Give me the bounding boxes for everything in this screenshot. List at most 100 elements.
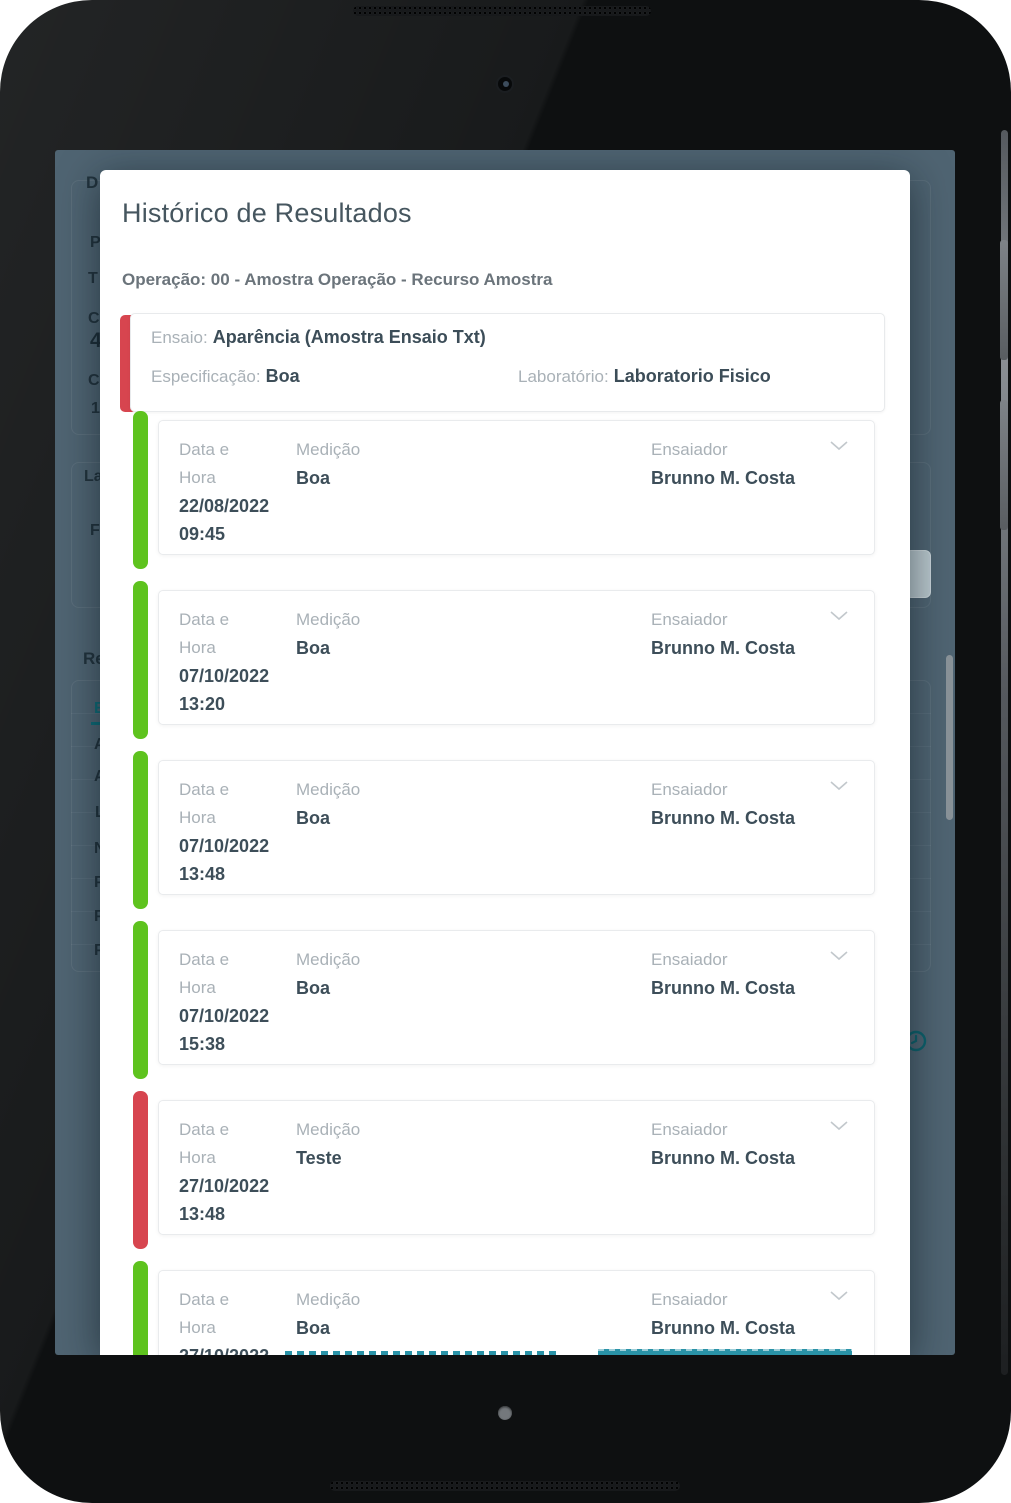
result-card[interactable]: Data e Hora 07/10/2022 13:48 Medição Boa…: [100, 751, 910, 921]
result-card-body: Data e Hora 27/10/2022 Medição Boa Ensai…: [158, 1270, 875, 1355]
status-bar: [133, 1091, 148, 1249]
medicao-value: Teste: [296, 1148, 342, 1168]
result-date: 07/10/2022: [179, 666, 270, 686]
bg-text-fragment: L: [95, 804, 105, 822]
data-hora-label: Data e Hora: [179, 1120, 230, 1167]
medicao-value: Boa: [296, 1318, 331, 1338]
status-bar: [133, 1261, 148, 1355]
result-card[interactable]: Data e Hora 27/10/2022 Medição Boa Ensai…: [100, 1261, 910, 1355]
status-bar: [133, 411, 148, 569]
result-time: 15:38: [179, 1034, 226, 1054]
result-time: 13:48: [179, 864, 226, 884]
camera-lens: [503, 81, 509, 87]
data-hora-label: Data e Hora: [179, 780, 230, 827]
clipped-teal-element: [285, 1351, 560, 1355]
result-date: 07/10/2022: [179, 836, 270, 856]
chevron-down-icon[interactable]: [830, 951, 848, 961]
ensaiador-label: Ensaiador: [651, 440, 728, 459]
bg-text-fragment: D: [86, 173, 99, 192]
result-card-body: Data e Hora 22/08/2022 09:45 Medição Boa…: [158, 420, 875, 555]
screen: D P T C 4 C 1 La F Re E A A L N P P P: [55, 150, 955, 1355]
especificacao-label: Especificação:: [151, 367, 261, 386]
ensaiador-label: Ensaiador: [651, 1120, 728, 1139]
bg-text-fragment: Re: [83, 649, 105, 668]
ensaiador-label: Ensaiador: [651, 610, 728, 629]
chevron-down-icon[interactable]: [830, 1121, 848, 1131]
chevron-down-icon[interactable]: [830, 611, 848, 621]
clipped-teal-button[interactable]: [598, 1349, 852, 1355]
volume-down-button: [1000, 400, 1008, 530]
result-date: 07/10/2022: [179, 1006, 270, 1026]
ensaio-label: Ensaio:: [151, 328, 208, 347]
front-camera: [496, 75, 514, 93]
bg-text-fragment: F: [90, 522, 100, 539]
result-card-body: Data e Hora 27/10/2022 13:48 Medição Tes…: [158, 1100, 875, 1235]
result-time: 09:45: [179, 524, 226, 544]
result-card[interactable]: Data e Hora 07/10/2022 15:38 Medição Boa…: [100, 921, 910, 1091]
bg-tab-fragment: E: [94, 700, 105, 718]
scrollbar[interactable]: [946, 655, 953, 820]
ensaiador-value: Brunno M. Costa: [651, 1318, 795, 1338]
ensaiador-label: Ensaiador: [651, 950, 728, 969]
ensaiador-label: Ensaiador: [651, 780, 728, 799]
chevron-down-icon[interactable]: [830, 781, 848, 791]
chevron-down-icon[interactable]: [830, 441, 848, 451]
result-card-body: Data e Hora 07/10/2022 13:20 Medição Boa…: [158, 590, 875, 725]
speaker-grille-top: [353, 6, 651, 16]
ensaiador-value: Brunno M. Costa: [651, 808, 795, 828]
medicao-value: Boa: [296, 638, 331, 658]
medicao-label: Medição: [296, 1120, 361, 1139]
bg-text-fragment: C: [88, 372, 100, 389]
volume-up-button: [1000, 240, 1008, 360]
bg-text-fragment: C: [88, 310, 100, 327]
ensaio-card-body: Ensaio: Aparência (Amostra Ensaio Txt) E…: [130, 313, 885, 412]
medicao-label: Medição: [296, 950, 361, 969]
laboratorio-label: Laboratório:: [518, 367, 609, 386]
bg-text-fragment: A: [94, 768, 106, 786]
ensaiador-value: Brunno M. Costa: [651, 1148, 795, 1168]
result-card[interactable]: Data e Hora 22/08/2022 09:45 Medição Boa…: [100, 411, 910, 581]
bg-text-fragment: 1: [91, 400, 100, 417]
especificacao-value: Boa: [265, 366, 300, 386]
medicao-label: Medição: [296, 440, 361, 459]
status-bar: [133, 751, 148, 909]
medicao-label: Medição: [296, 1290, 361, 1309]
result-card[interactable]: Data e Hora 07/10/2022 13:20 Medição Boa…: [100, 581, 910, 751]
result-card[interactable]: Data e Hora 27/10/2022 13:48 Medição Tes…: [100, 1091, 910, 1261]
home-mic-dot: [498, 1406, 512, 1420]
bg-text-fragment: P: [94, 874, 105, 892]
bg-text-fragment: P: [94, 908, 105, 926]
result-date: 27/10/2022: [179, 1176, 270, 1196]
bg-text-fragment: La: [84, 468, 103, 485]
bg-text-fragment: P: [94, 942, 105, 960]
data-hora-label: Data e Hora: [179, 1290, 230, 1337]
medicao-value: Boa: [296, 978, 331, 998]
bg-text-fragment: P: [90, 234, 101, 251]
historico-de-resultados-modal: Histórico de Resultados Operação: 00 - A…: [100, 170, 910, 1355]
bg-text-fragment: A: [94, 736, 106, 754]
result-card-body: Data e Hora 07/10/2022 15:38 Medição Boa…: [158, 930, 875, 1065]
bg-text-fragment: N: [94, 840, 106, 858]
result-time: 13:20: [179, 694, 226, 714]
modal-title: Histórico de Resultados: [122, 198, 412, 228]
data-hora-label: Data e Hora: [179, 610, 230, 657]
medicao-value: Boa: [296, 808, 331, 828]
side-rail: [1001, 130, 1008, 1375]
medicao-label: Medição: [296, 610, 361, 629]
data-hora-label: Data e Hora: [179, 440, 230, 487]
bg-text-fragment: 4: [90, 329, 102, 352]
medicao-label: Medição: [296, 780, 361, 799]
laboratorio-value: Laboratorio Fisico: [613, 366, 771, 386]
ensaio-summary-card: Ensaio: Aparência (Amostra Ensaio Txt) E…: [120, 313, 885, 413]
result-time: 13:48: [179, 1204, 226, 1224]
operation-line: Operação: 00 - Amostra Operação - Recurs…: [122, 270, 553, 289]
chevron-down-icon[interactable]: [830, 1291, 848, 1301]
ensaiador-value: Brunno M. Costa: [651, 638, 795, 658]
status-bar: [133, 581, 148, 739]
speaker-grille-bottom: [330, 1481, 680, 1491]
result-date: 22/08/2022: [179, 496, 270, 516]
status-bar: [133, 921, 148, 1079]
bg-text-fragment: T: [88, 270, 98, 287]
result-date: 27/10/2022: [179, 1346, 269, 1355]
